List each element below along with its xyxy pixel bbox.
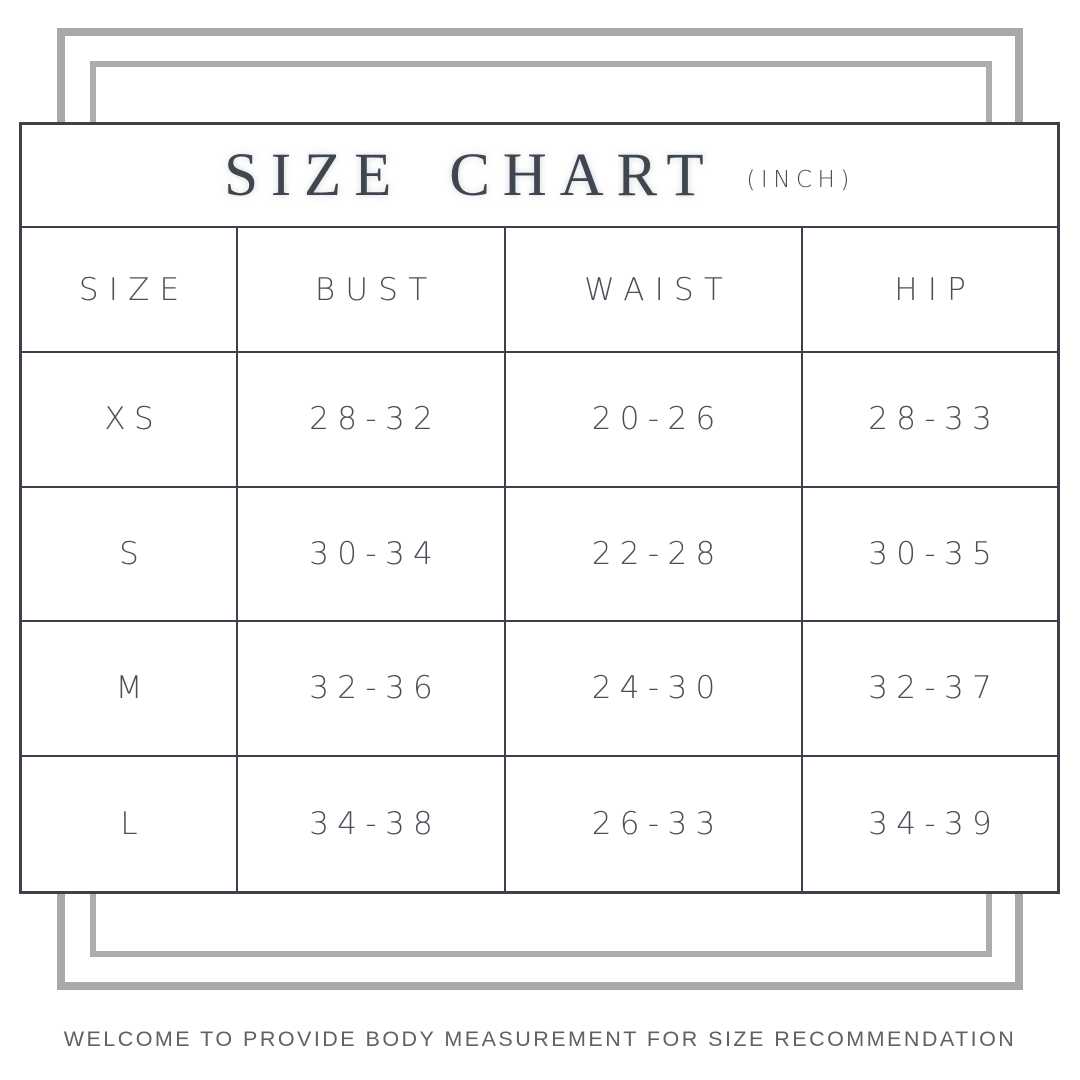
unit-label: (INCH): [746, 166, 855, 193]
size-chart-table: SIZE CHART (INCH) SIZE BUST WAIST HIP XS…: [19, 122, 1060, 894]
hip-cell-xs: 28-33: [803, 353, 1057, 488]
footer-note: WELCOME TO PROVIDE BODY MEASUREMENT FOR …: [63, 1027, 1017, 1051]
waist-cell-l: 26-33: [506, 756, 803, 891]
bust-cell-m: 32-36: [238, 622, 506, 757]
column-header-bust: BUST: [238, 228, 506, 353]
bust-cell-xs: 28-32: [238, 353, 506, 488]
size-cell-xs: XS: [22, 353, 238, 488]
bust-cell-s: 30-34: [238, 487, 506, 622]
column-header-waist: WAIST: [506, 228, 803, 353]
title-band: SIZE CHART (INCH): [22, 125, 1057, 228]
waist-cell-m: 24-30: [506, 622, 803, 757]
size-cell-m: M: [22, 622, 238, 757]
waist-cell-s: 22-28: [506, 487, 803, 622]
bust-cell-l: 34-38: [238, 756, 506, 891]
waist-cell-xs: 20-26: [506, 353, 803, 488]
size-cell-s: S: [22, 487, 238, 622]
size-cell-l: L: [22, 756, 238, 891]
column-header-size: SIZE: [22, 228, 238, 353]
chart-title: SIZE CHART: [224, 141, 717, 209]
hip-cell-s: 30-35: [803, 488, 1057, 622]
hip-cell-l: 34-39: [868, 805, 1001, 842]
column-header-hip: HIP: [803, 228, 1057, 353]
hip-cell-m: 32-37: [803, 622, 1057, 757]
